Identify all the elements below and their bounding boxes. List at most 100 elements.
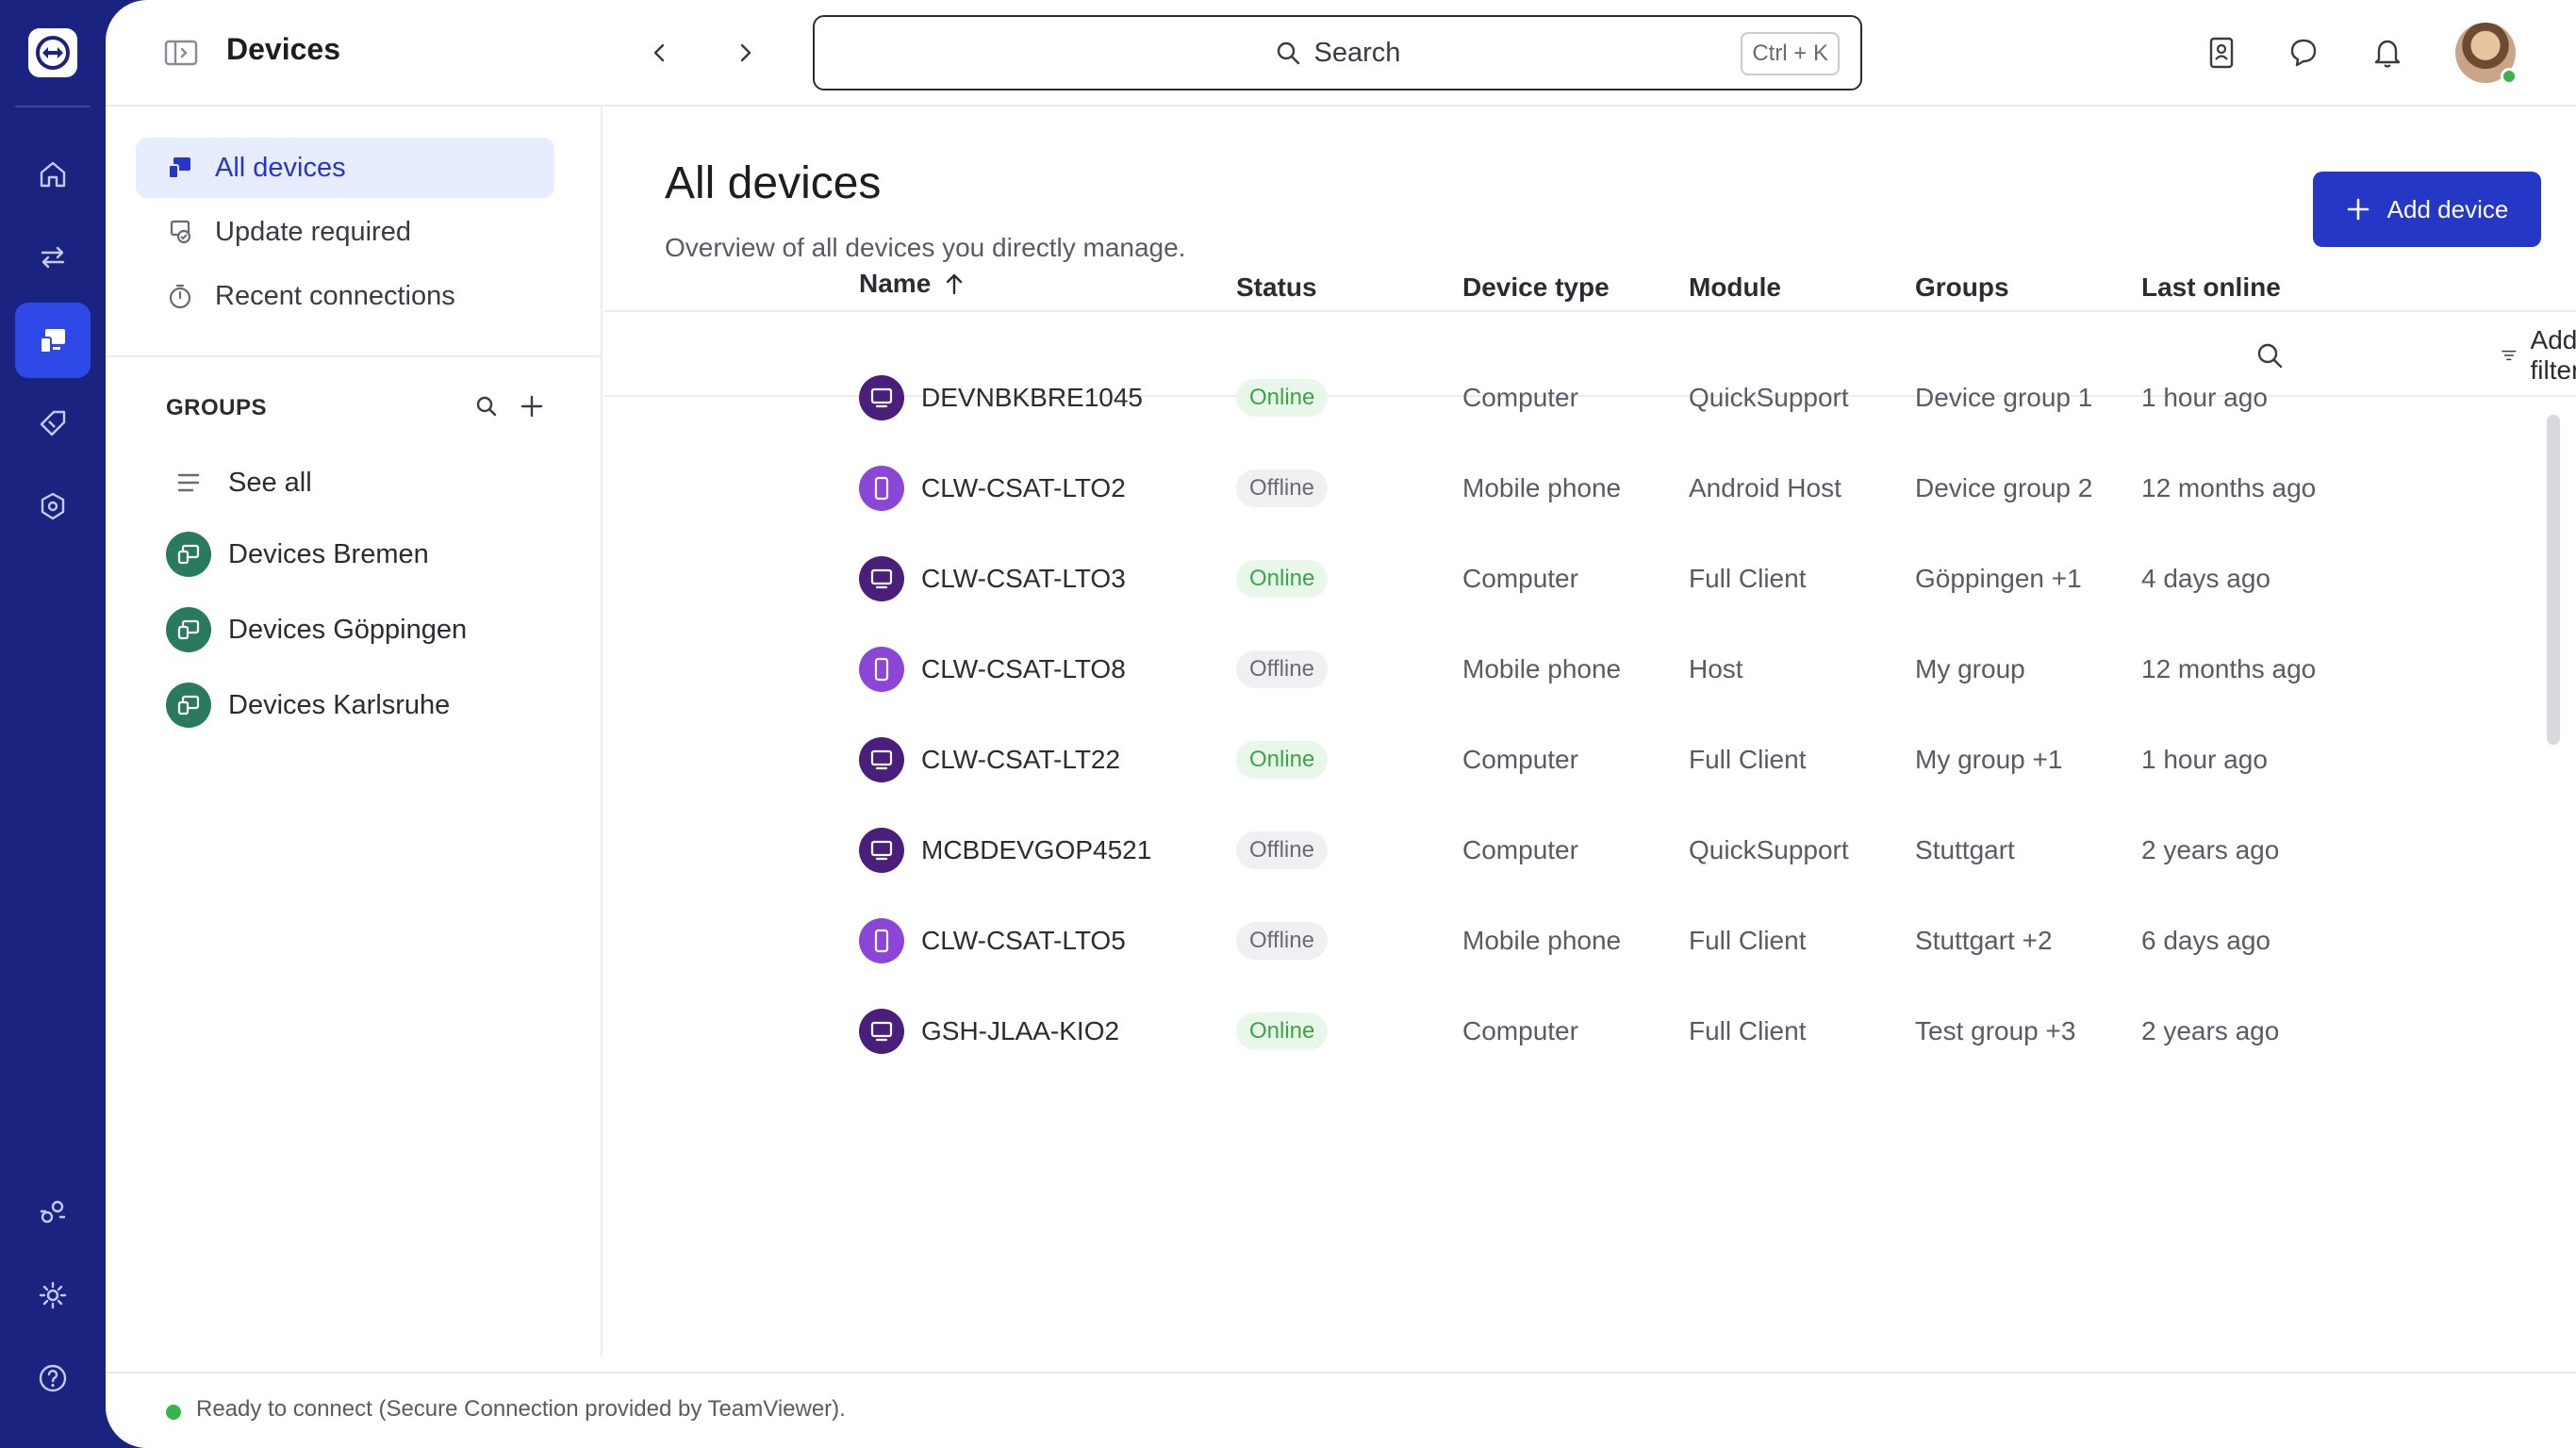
group-item-bremen[interactable]: Devices Bremen [166,528,429,581]
cell-module: Full Client [1689,926,1807,955]
add-device-button[interactable]: Add device [2313,172,2541,247]
cell-device-type: Computer [1462,564,1578,593]
computer-icon [859,556,904,601]
device-name-text: CLW-CSAT-LTO8 [921,654,1126,683]
rail-integrations-button[interactable] [15,1175,91,1250]
filter-icon [2502,350,2517,361]
page-title: Devices [226,32,340,66]
cell-device-name[interactable]: MCBDEVGOP4521 [859,805,1151,896]
subnav-item-recent-connections[interactable]: Recent connections [136,266,554,326]
search-shortcut-hint: Ctrl + K [1741,32,1840,75]
search-icon [476,396,497,417]
column-header-last-online[interactable]: Last online [2141,272,2281,302]
subnav-item-update-required[interactable]: Update required [136,202,554,262]
group-item-goeppingen[interactable]: Devices Göppingen [166,603,467,656]
forward-button[interactable] [724,32,766,74]
cell-status: Offline [1236,805,1328,896]
groups-search-button[interactable] [470,389,504,423]
rail-home-button[interactable] [15,137,91,212]
sort-ascending-icon [947,273,963,295]
column-header-module[interactable]: Module [1689,272,1781,302]
column-header-device-type[interactable]: Device type [1462,272,1610,302]
device-name-text: DEVNBKBRE1045 [921,383,1144,412]
chevron-right-icon [740,43,751,62]
table-row[interactable]: CLW-CSAT-LT22 Online Computer Full Client My… [604,715,2576,805]
bell-icon [2374,40,2401,68]
group-item-label: Devices Karlsruhe [228,689,451,720]
chat-button[interactable] [2284,32,2325,74]
column-header-status[interactable]: Status [1236,272,1317,302]
table-row[interactable]: GSH-JLAA-KIO2 Online Computer Full Client Te… [604,986,2576,1077]
groups-see-all[interactable]: See all [166,456,312,509]
cell-last-online: 6 days ago [2141,926,2271,955]
group-devices-icon [166,607,211,652]
add-group-button[interactable] [515,389,549,423]
group-devices-icon [166,532,211,577]
rail-divider [15,106,91,107]
timer-icon [169,284,191,309]
cell-last-online: 1 hour ago [2141,383,2268,412]
plus-icon [2347,198,2369,221]
rail-connections-button[interactable] [15,220,91,295]
cell-device-name[interactable]: CLW-CSAT-LTO3 [859,534,1126,624]
cell-device-type: Mobile phone [1462,473,1622,502]
column-header-groups[interactable]: Groups [1915,272,2009,302]
table-row[interactable]: CLW-CSAT-LTO8 Offline Mobile phone Host My g… [604,624,2576,715]
subnav-item-all-devices[interactable]: All devices [136,138,554,198]
table-row[interactable]: CLW-CSAT-LTO2 Offline Mobile phone Android … [604,443,2576,534]
see-all-label: See all [228,467,312,498]
cell-last-online: 2 years ago [2141,1016,2280,1045]
cell-device-type: Mobile phone [1462,654,1622,683]
group-item-label: Devices Bremen [228,538,429,569]
cell-device-name[interactable]: CLW-CSAT-LTO5 [859,896,1126,986]
content-title: All devices [665,158,882,208]
sidebar-toggle-button[interactable] [164,38,198,68]
help-icon [39,1364,67,1392]
add-filters-label: Add filters [2530,325,2576,385]
contacts-button[interactable] [2201,32,2242,74]
devices-content: All devices Overview of all devices you … [604,107,2576,1356]
teamviewer-logo-icon[interactable] [28,28,77,77]
cell-groups: Test group +3 [1915,1016,2076,1045]
rail-security-button[interactable] [15,469,91,544]
device-name-text: CLW-CSAT-LTO2 [921,473,1126,502]
cell-device-name[interactable]: GSH-JLAA-KIO2 [859,986,1119,1077]
cell-device-type: Computer [1462,1016,1578,1045]
table-row[interactable]: CLW-CSAT-LTO3 Online Computer Full Client Gö… [604,534,2576,624]
status-badge: Offline [1236,469,1328,507]
subnav-item-label: All devices [215,152,346,183]
table-row[interactable]: DEVNBKBRE1045 Online Computer QuickSupport D… [604,353,2576,443]
contact-book-icon [2209,37,2234,69]
column-header-name[interactable]: Name [859,269,965,299]
table-search-button[interactable] [2251,337,2288,374]
rail-tags-button[interactable] [15,386,91,461]
table-row[interactable]: CLW-CSAT-LTO5 Offline Mobile phone Full Cli… [604,896,2576,986]
mobile-phone-icon [859,918,904,963]
cell-module: QuickSupport [1689,835,1849,864]
gear-icon [39,1281,67,1309]
cell-groups: My group +1 [1915,745,2063,774]
add-filters-button[interactable]: Add filters [2501,325,2576,385]
rail-devices-button[interactable] [15,303,91,378]
update-icon [170,220,191,244]
status-badge: Online [1236,1012,1329,1050]
user-avatar[interactable] [2455,23,2518,85]
table-row[interactable]: MCBDEVGOP4521 Offline Computer QuickSupport… [604,805,2576,896]
devices-subnav: All devices Update required Recent conne… [106,107,603,1356]
cell-module: QuickSupport [1689,383,1849,412]
presence-online-indicator [2501,68,2518,85]
group-item-karlsruhe[interactable]: Devices Karlsruhe [166,679,450,732]
notifications-button[interactable] [2367,32,2408,74]
back-button[interactable] [639,32,681,74]
cell-device-name[interactable]: CLW-CSAT-LT22 [859,715,1120,805]
global-search-input[interactable]: Search Ctrl + K [813,15,1862,90]
cell-last-online: 4 days ago [2141,564,2271,593]
cell-device-name[interactable]: CLW-CSAT-LTO8 [859,624,1126,715]
table-scrollbar[interactable] [2547,415,2560,745]
cell-status: Offline [1236,443,1328,534]
rail-settings-button[interactable] [15,1258,91,1333]
cell-device-name[interactable]: CLW-CSAT-LTO2 [859,443,1126,534]
cell-module: Host [1689,654,1743,683]
rail-help-button[interactable] [15,1341,91,1416]
cell-device-name[interactable]: DEVNBKBRE1045 [859,353,1143,443]
